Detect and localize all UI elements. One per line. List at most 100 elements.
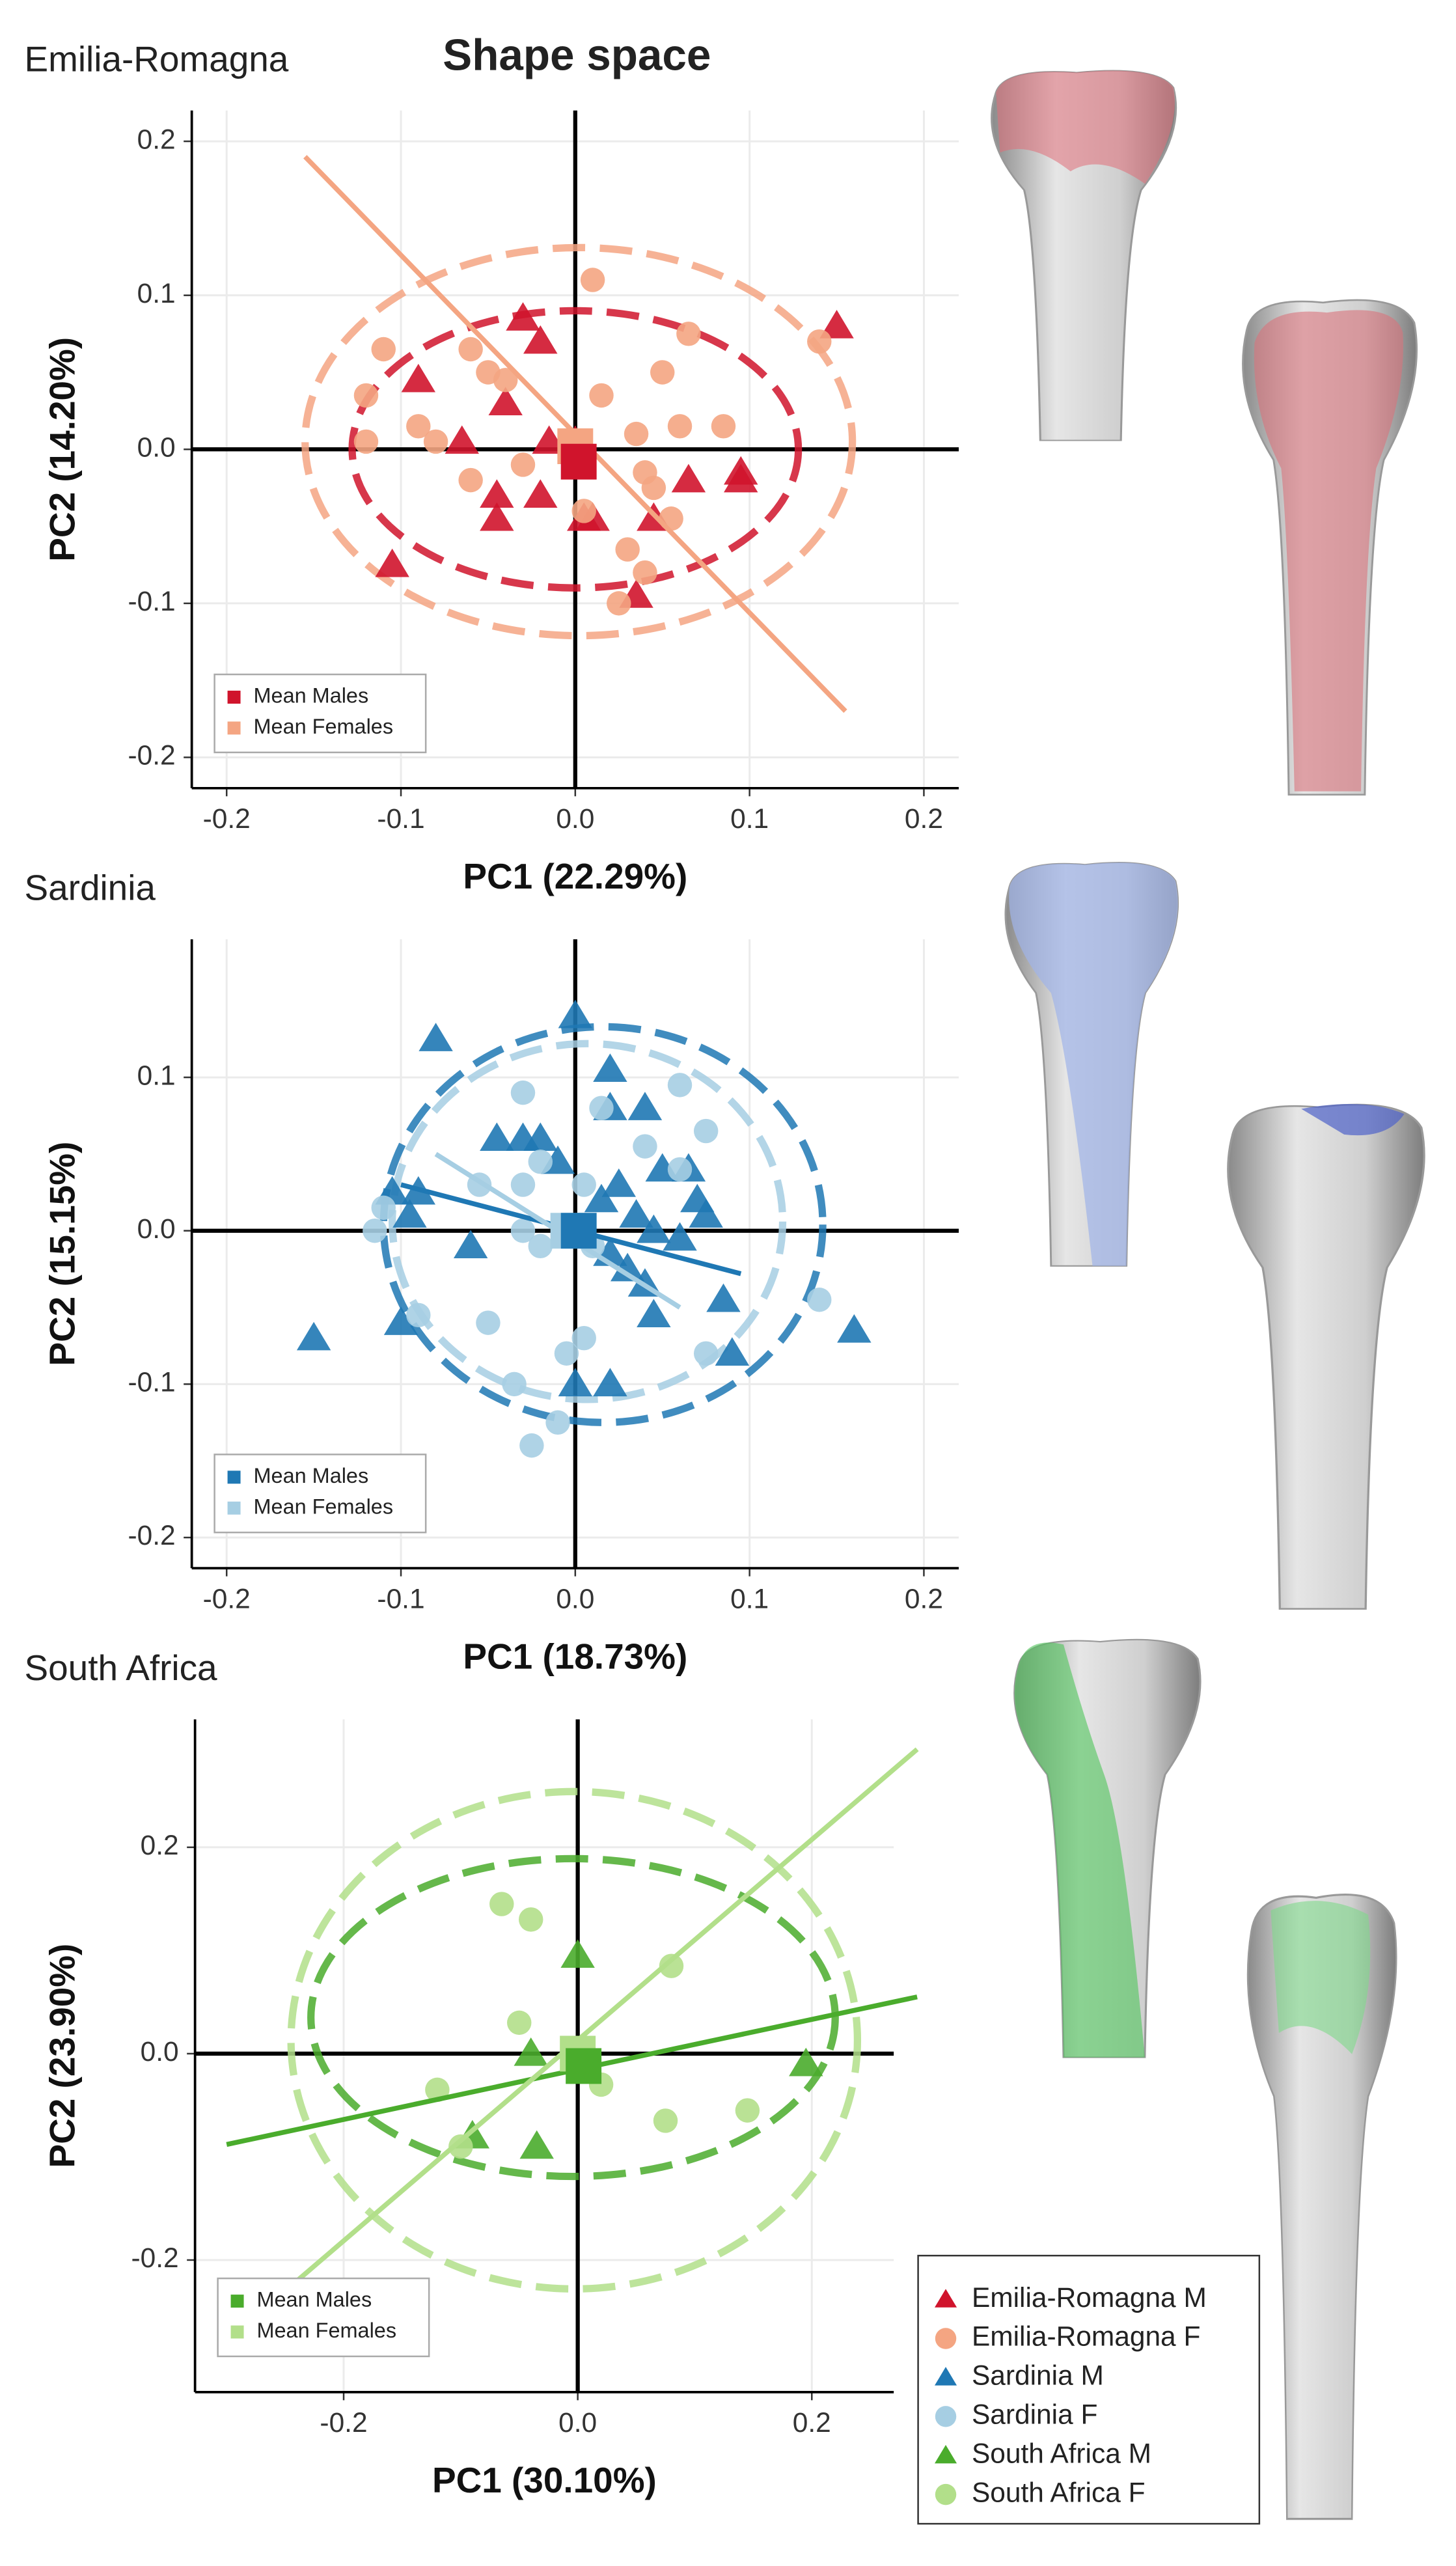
mean-square: [560, 1213, 597, 1249]
x-tick-label: 0.2: [905, 1583, 943, 1614]
y-axis-label: PC2 (23.90%): [42, 1944, 82, 2168]
y-tick-label: -0.1: [128, 1367, 176, 1398]
triangle-point: [558, 999, 593, 1028]
triangle-point: [593, 1053, 627, 1083]
triangle-point: [593, 1368, 627, 1397]
y-tick-label: 0.2: [141, 1830, 179, 1860]
circle-point: [554, 1341, 579, 1366]
x-tick-label: 0.2: [793, 2407, 831, 2438]
x-tick-label: 0.1: [730, 803, 769, 834]
y-tick-label: -0.2: [128, 1520, 176, 1551]
circle-point: [406, 414, 431, 439]
circle-point: [406, 1303, 431, 1328]
mean-square: [566, 2048, 602, 2084]
confidence-ellipse: [307, 1855, 839, 2181]
x-tick-label: -0.2: [320, 2407, 367, 2438]
x-tick-label: 0.1: [730, 1583, 769, 1614]
legend-label: Mean Males: [254, 684, 369, 708]
triangle-point: [523, 1122, 558, 1152]
y-tick-label: 0.0: [141, 2036, 179, 2067]
legend-label: Sardinia M: [972, 2360, 1104, 2391]
circle-point: [353, 383, 379, 408]
triangle-point: [789, 2047, 823, 2076]
circle-point: [502, 1372, 527, 1397]
triangle-point: [419, 1023, 453, 1051]
y-tick-label: 0.1: [137, 278, 176, 309]
figure-title: Shape space: [443, 31, 711, 80]
circle-point: [518, 1907, 543, 1932]
triangle-point: [663, 1222, 697, 1251]
y-tick-label: -0.1: [128, 586, 176, 616]
circle-point: [510, 452, 536, 477]
triangle-point: [523, 479, 558, 508]
confidence-ellipse: [389, 1040, 787, 1403]
mean-square: [230, 2325, 244, 2339]
triangle-point: [375, 548, 409, 577]
legend-label: Mean Females: [254, 715, 394, 738]
x-tick-label: 0.0: [558, 2407, 597, 2438]
circle-point: [935, 2483, 957, 2505]
x-tick-label: 0.2: [905, 803, 943, 834]
circle-point: [493, 368, 518, 393]
circle-point: [667, 414, 693, 439]
circle-point: [353, 429, 379, 454]
circle-point: [624, 421, 649, 447]
mean-square: [227, 1501, 241, 1515]
triangle-point: [506, 302, 540, 331]
mean-square: [560, 443, 597, 480]
circle-point: [633, 560, 657, 585]
circle-point: [510, 1080, 536, 1105]
x-tick-label: 0.0: [556, 803, 594, 834]
circle-point: [510, 1172, 536, 1197]
x-tick-label: -0.1: [377, 1583, 424, 1614]
confidence-ellipse: [379, 1023, 827, 1426]
confidence-ellipse: [301, 243, 857, 640]
x-axis-label: PC1 (30.10%): [432, 2460, 657, 2500]
panel-title: Emilia-Romagna: [25, 38, 289, 79]
circle-point: [667, 1073, 693, 1097]
triangle-point: [610, 1252, 645, 1282]
legend-label: South Africa F: [972, 2477, 1146, 2507]
bone-model: [991, 69, 1177, 442]
legend-label: Mean Females: [257, 2319, 397, 2342]
legend-label: Mean Males: [257, 2288, 372, 2311]
circle-point: [693, 1118, 719, 1144]
triangle-point: [558, 1368, 593, 1397]
triangle-point: [689, 1199, 723, 1228]
x-tick-label: -0.2: [203, 803, 251, 834]
circle-point: [571, 499, 596, 523]
triangle-point: [601, 1168, 636, 1197]
x-tick-label: 0.0: [556, 1583, 594, 1614]
legend-label: Sardinia F: [972, 2399, 1097, 2430]
triangle-point: [445, 425, 479, 454]
bone-model: [1242, 299, 1418, 796]
legend-label: Mean Females: [254, 1495, 394, 1518]
triangle-point: [519, 2130, 554, 2159]
circle-point: [633, 1134, 657, 1159]
y-tick-label: 0.1: [137, 1060, 176, 1090]
legend-label: South Africa M: [972, 2438, 1151, 2468]
bone-model: [1004, 861, 1179, 1267]
y-tick-label: 0.0: [137, 1213, 176, 1244]
circle-point: [735, 2098, 760, 2123]
triangle-point: [934, 2445, 957, 2464]
triangle-point: [706, 1283, 741, 1312]
triangle-point: [724, 463, 758, 493]
circle-point: [807, 329, 832, 354]
circle-point: [528, 1234, 553, 1259]
circle-point: [519, 1433, 544, 1458]
circle-point: [589, 383, 614, 408]
legend-label: Emilia-Romagna F: [972, 2321, 1200, 2352]
circle-point: [650, 360, 675, 385]
circle-point: [528, 1149, 553, 1174]
triangle-point: [401, 363, 436, 393]
triangle-point: [637, 1214, 671, 1243]
mean-square: [230, 2295, 244, 2308]
x-axis-label: PC1 (22.29%): [463, 856, 687, 896]
triangle-point: [671, 463, 706, 493]
legend-box: [213, 1454, 427, 1534]
x-tick-label: -0.1: [377, 803, 424, 834]
circle-point: [423, 429, 448, 454]
circle-point: [653, 2108, 678, 2133]
